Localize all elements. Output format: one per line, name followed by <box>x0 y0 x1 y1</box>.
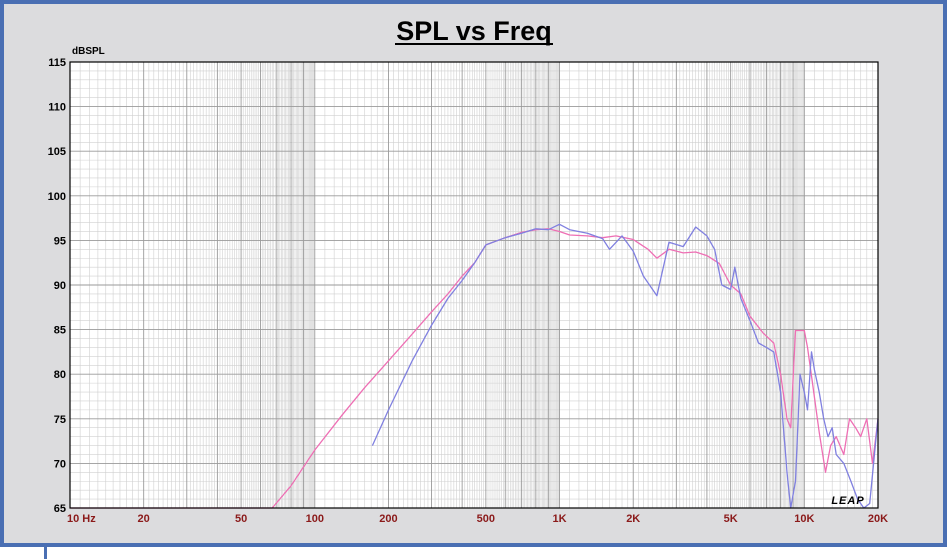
y-tick-label-100: 100 <box>48 191 66 203</box>
y-tick-label-80: 80 <box>54 369 66 381</box>
series-layer <box>70 223 879 509</box>
x-tick-label-500: 500 <box>477 513 495 525</box>
x-tick-label-2k: 2K <box>626 513 640 525</box>
major-grid <box>70 62 878 508</box>
x-tick-label-1k: 1K <box>553 513 567 525</box>
series-line-2 <box>371 223 879 509</box>
y-tick-label-95: 95 <box>54 235 66 247</box>
y-axis-unit-label: dBSPL <box>72 46 105 57</box>
x-tick-label-50: 50 <box>235 513 247 525</box>
y-tick-label-85: 85 <box>54 325 66 337</box>
bottom-strip <box>0 543 947 559</box>
x-tick-labels: 10 Hz 20 50 100 200 500 1K 2K 5K 10K 20K <box>67 513 888 525</box>
y-tick-label-90: 90 <box>54 280 66 292</box>
y-tick-labels: 115 110 105 100 95 90 85 80 75 70 65 <box>48 57 66 515</box>
series-line-1 <box>70 228 879 509</box>
y-tick-label-75: 75 <box>54 414 66 426</box>
y-tick-label-70: 70 <box>54 458 66 470</box>
x-tick-label-200: 200 <box>379 513 397 525</box>
y-tick-label-105: 105 <box>48 146 66 158</box>
x-tick-label-100: 100 <box>306 513 324 525</box>
bottom-tick <box>44 545 47 559</box>
spl-chart: SPL vs Freq dBSPL 115 110 105 100 95 90 85 80 75… <box>48 16 889 525</box>
chart-title: SPL vs Freq <box>396 16 552 46</box>
x-tick-label-5k: 5K <box>724 513 738 525</box>
plot-border <box>69 61 879 509</box>
y-tick-label-110: 110 <box>48 102 66 114</box>
x-tick-label-20: 20 <box>138 513 150 525</box>
leap-logo: LEAP <box>831 495 864 507</box>
y-tick-label-115: 115 <box>48 57 66 69</box>
y-tick-label-65: 65 <box>54 503 66 515</box>
x-tick-label-20k: 20K <box>868 513 888 525</box>
x-tick-label-10k: 10K <box>794 513 814 525</box>
x-tick-label-10hz: 10 Hz <box>67 513 96 525</box>
